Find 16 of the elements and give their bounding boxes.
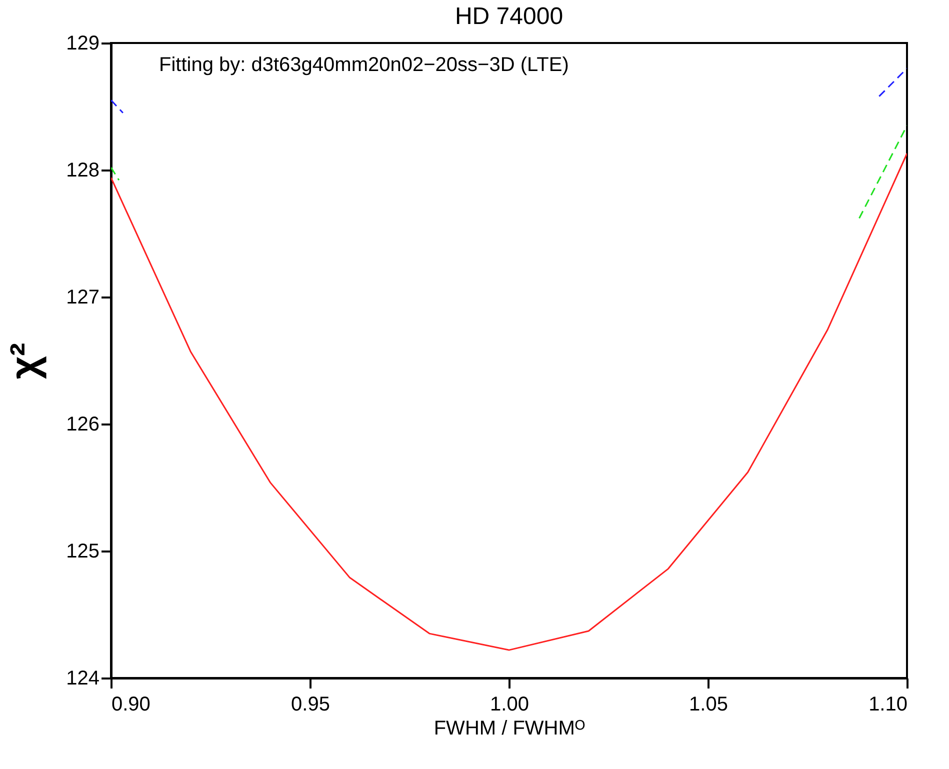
y-tick-label: 124 [66,668,100,690]
chart-title: HD 74000 [454,3,564,30]
x-tick-label: 1.00 [490,694,529,716]
x-tick-label: 1.05 [689,694,728,716]
x-tick-label: 0.90 [112,694,150,716]
line-series [111,152,907,651]
y-tick-label: 127 [66,286,100,308]
y-tick-label: 126 [66,414,100,436]
y-axis-title: χ² [3,342,48,380]
y-tick-label: 128 [66,160,100,182]
x-tick-label: 1.10 [868,694,908,716]
y-tick-label: 125 [66,540,100,562]
x-axis-title: FWHM / FWHMᴼ [434,718,586,740]
annotation: Fitting by: d3t63g40mm20n02−20ss−3D (LTE) [159,54,569,76]
x-tick-label: 0.95 [291,694,330,716]
y-tick-label: 129 [66,32,100,54]
